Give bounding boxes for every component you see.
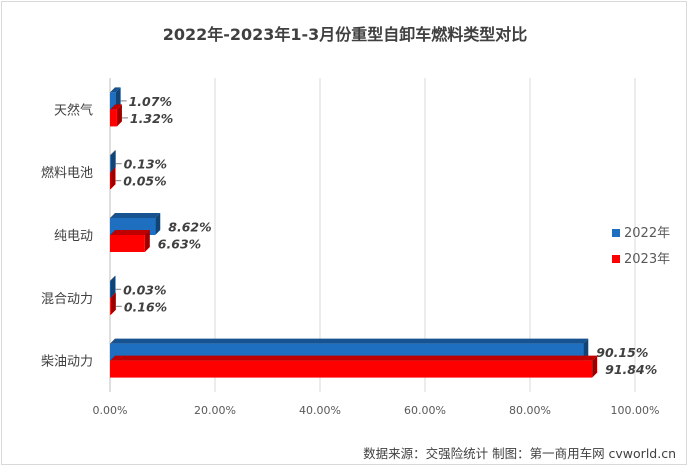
bar-top — [110, 338, 589, 344]
bar-1-4 — [110, 355, 598, 378]
bar-1-1 — [110, 167, 116, 190]
bar-side — [583, 338, 589, 361]
x-tick-label: 60.00% — [404, 404, 446, 417]
data-label: 0.16% — [124, 299, 167, 314]
source-note: 数据来源：交强险统计 制图：第一商用车网 cvworld.cn — [363, 446, 676, 461]
bar-front — [110, 109, 117, 127]
bar-0-1 — [110, 150, 116, 173]
data-label: 91.84% — [605, 362, 657, 377]
bar-front — [110, 297, 111, 315]
category-label: 纯电动 — [54, 229, 93, 244]
data-label: 0.13% — [124, 157, 167, 172]
x-tick-label: 80.00% — [509, 404, 551, 417]
category-label: 天然气 — [54, 102, 93, 118]
bar-side — [115, 87, 121, 110]
x-tick-label: 40.00% — [299, 404, 341, 417]
bar-top — [110, 104, 122, 110]
bar-front — [110, 280, 111, 298]
data-label: 8.62% — [168, 220, 211, 235]
legend-label: 2023年 — [624, 252, 670, 267]
legend-label: 2022年 — [624, 226, 670, 241]
bar-0-3 — [110, 275, 116, 298]
data-label: 0.05% — [123, 174, 166, 189]
bar-side — [155, 213, 161, 235]
bar-1-0 — [110, 104, 122, 127]
bar-side — [110, 292, 116, 315]
x-tick-label: 100.00% — [611, 404, 660, 417]
bar-side — [592, 355, 598, 378]
bar-front — [110, 92, 116, 110]
legend: 2022年 2023年 — [612, 226, 670, 267]
data-label: 1.07% — [129, 94, 172, 109]
bar-front — [110, 235, 145, 252]
category-label: 燃料电池 — [41, 165, 93, 181]
bars — [110, 87, 598, 378]
bar-top — [110, 213, 161, 218]
x-tick-label: 0.00% — [93, 404, 128, 417]
bar-side — [110, 275, 116, 298]
bar-side — [110, 167, 116, 190]
bar-0-2 — [110, 213, 161, 235]
bar-1-3 — [110, 292, 116, 315]
category-label: 柴油动力 — [41, 355, 93, 370]
chart-title: 2022年-2023年1-3月份重型自卸车燃料类型对比 — [163, 25, 528, 44]
bar-0-0 — [110, 87, 121, 110]
bar-front — [110, 172, 111, 190]
data-label: 90.15% — [596, 345, 648, 360]
data-labels: 1.07% 1.32% 0.13% 0.05% 8.62% 6.63% 0.03% 0.16%… — [115, 94, 657, 377]
bar-front — [110, 360, 593, 378]
category-label: 混合动力 — [41, 292, 93, 307]
bar-top — [110, 230, 150, 235]
x-tick-label: 20.00% — [194, 404, 236, 417]
bar-1-2 — [110, 230, 150, 252]
bar-top — [110, 355, 598, 361]
bar-side — [110, 150, 116, 173]
bar-top — [110, 275, 116, 281]
bar-top — [110, 292, 116, 298]
bar-side — [144, 230, 150, 252]
legend-swatch — [612, 255, 620, 263]
bar-top — [110, 87, 121, 93]
bar-front — [110, 155, 111, 173]
bar-top — [110, 150, 116, 156]
data-label: 0.03% — [123, 282, 166, 297]
data-label: 1.32% — [130, 111, 173, 126]
legend-swatch — [612, 229, 620, 237]
x-tick-labels: 0.00% 20.00% 40.00% 60.00% 80.00% 100.00% — [93, 404, 660, 417]
bar-side — [116, 104, 122, 127]
bar-top — [110, 167, 116, 173]
data-label: 6.63% — [158, 237, 201, 252]
